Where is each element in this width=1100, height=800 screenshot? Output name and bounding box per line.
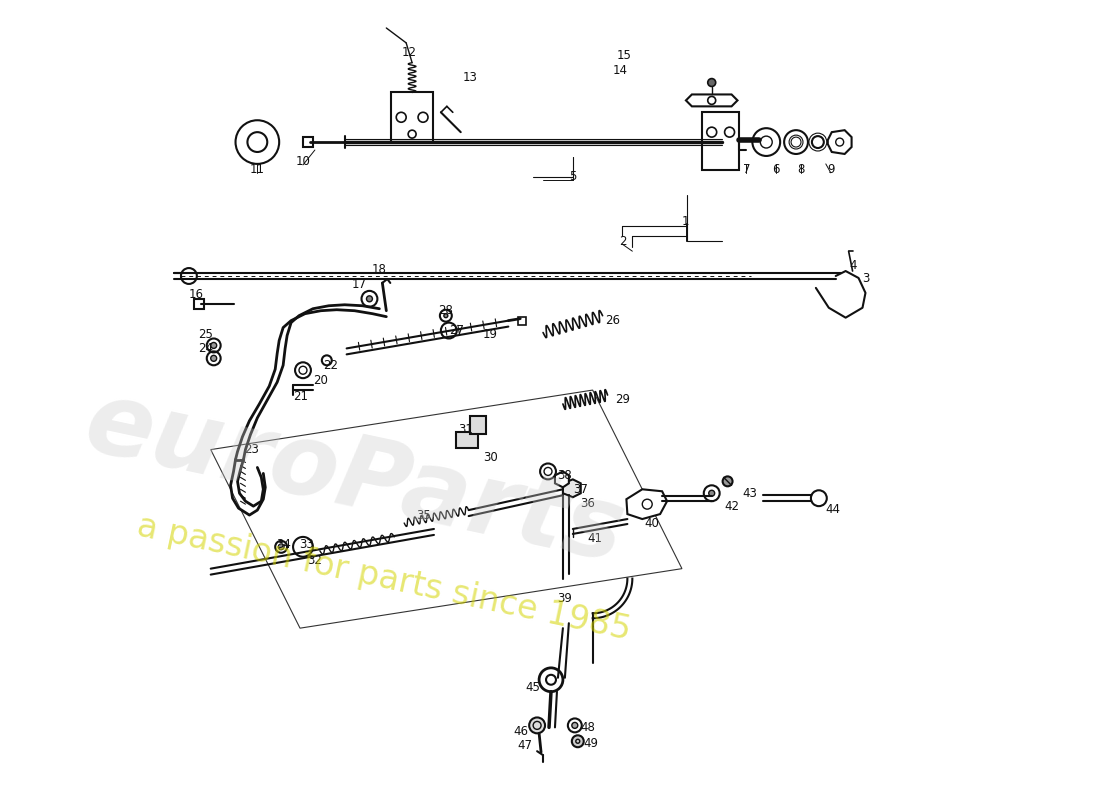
Circle shape [211,342,217,349]
Polygon shape [828,130,851,154]
Text: 1: 1 [682,215,690,228]
Text: 16: 16 [188,288,204,302]
Text: 12: 12 [402,46,417,59]
Text: 46: 46 [514,725,529,738]
Text: 21: 21 [294,390,308,402]
Polygon shape [563,479,581,498]
Polygon shape [556,471,569,487]
Text: 14: 14 [613,64,628,77]
Text: 30: 30 [483,451,498,464]
Bar [702,112,739,170]
Text: 4: 4 [850,258,857,271]
Text: 6: 6 [772,163,780,176]
Text: 25: 25 [198,328,213,341]
Text: 33: 33 [299,538,315,551]
Bar [455,432,477,448]
Circle shape [278,544,284,550]
Circle shape [572,722,578,728]
Text: 28: 28 [439,304,453,318]
Text: 44: 44 [825,502,840,516]
Text: 11: 11 [250,163,265,176]
Text: 31: 31 [459,423,473,436]
Text: 42: 42 [724,500,739,513]
Text: euroParts: euroParts [76,375,632,584]
Bar [392,93,433,142]
Text: 9: 9 [827,163,835,176]
Bar [518,317,526,325]
Text: a passion for parts since 1985: a passion for parts since 1985 [134,510,635,647]
Text: 40: 40 [645,517,660,530]
Circle shape [723,476,733,486]
Text: 36: 36 [581,497,595,510]
Text: 38: 38 [558,469,572,482]
Text: 29: 29 [615,394,630,406]
Polygon shape [626,490,667,519]
Text: 7: 7 [742,163,750,176]
Circle shape [293,537,312,557]
Text: 34: 34 [276,538,290,551]
Text: 47: 47 [518,738,532,752]
Text: 24: 24 [198,342,213,355]
Text: 8: 8 [798,163,805,176]
Text: 27: 27 [449,324,464,337]
Text: 39: 39 [558,592,572,605]
Text: 41: 41 [587,532,602,546]
Text: 17: 17 [352,278,367,291]
Text: 15: 15 [617,50,631,62]
Text: 13: 13 [462,71,477,84]
Circle shape [708,490,715,496]
Bar [302,137,312,147]
Text: 26: 26 [605,314,620,327]
Text: 20: 20 [314,374,328,386]
Text: 48: 48 [581,721,595,734]
Circle shape [299,366,307,374]
Circle shape [707,78,716,86]
Text: 3: 3 [861,273,869,286]
Polygon shape [686,94,737,106]
Text: 43: 43 [742,486,757,500]
Text: 22: 22 [323,358,339,372]
Text: 5: 5 [569,170,576,183]
Text: 45: 45 [526,681,540,694]
Circle shape [211,355,217,362]
Text: 18: 18 [372,262,387,275]
Circle shape [366,296,373,302]
Text: 2: 2 [618,234,626,248]
Text: 23: 23 [244,443,258,456]
Circle shape [572,735,584,747]
Circle shape [811,490,827,506]
Text: 10: 10 [296,155,310,169]
Text: 49: 49 [583,737,598,750]
Text: 19: 19 [483,328,498,341]
Circle shape [529,718,544,734]
Text: 32: 32 [308,554,322,567]
Circle shape [444,314,448,318]
Bar [194,299,204,309]
Text: 37: 37 [573,482,588,496]
Bar [470,416,485,434]
Text: 35: 35 [417,509,431,522]
